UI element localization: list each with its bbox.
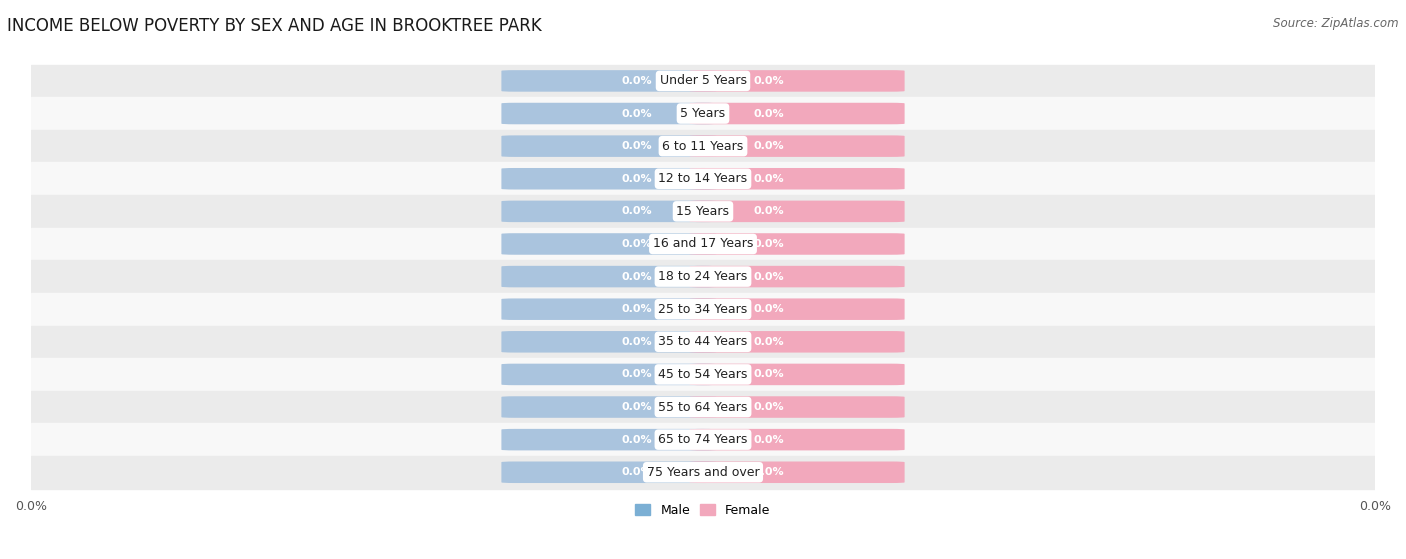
Text: 0.0%: 0.0% (754, 467, 785, 477)
Text: 0.0%: 0.0% (621, 76, 652, 86)
Legend: Male, Female: Male, Female (630, 499, 776, 522)
Text: Under 5 Years: Under 5 Years (659, 74, 747, 87)
FancyBboxPatch shape (502, 103, 717, 124)
Text: 0.0%: 0.0% (754, 337, 785, 347)
Text: 12 to 14 Years: 12 to 14 Years (658, 172, 748, 185)
Text: 0.0%: 0.0% (621, 239, 652, 249)
Text: 0.0%: 0.0% (754, 174, 785, 184)
Text: 0.0%: 0.0% (621, 174, 652, 184)
Bar (31, 423, 1375, 456)
FancyBboxPatch shape (502, 70, 717, 92)
Text: Source: ZipAtlas.com: Source: ZipAtlas.com (1274, 17, 1399, 30)
Text: 0.0%: 0.0% (621, 337, 652, 347)
FancyBboxPatch shape (502, 135, 717, 157)
FancyBboxPatch shape (502, 201, 717, 222)
Text: 0.0%: 0.0% (621, 402, 652, 412)
FancyBboxPatch shape (689, 266, 904, 287)
Text: 0.0%: 0.0% (754, 76, 785, 86)
Bar (31, 163, 1375, 195)
Bar (31, 293, 1375, 325)
Text: 0.0%: 0.0% (621, 369, 652, 380)
Text: 15 Years: 15 Years (676, 205, 730, 218)
FancyBboxPatch shape (689, 429, 904, 451)
Text: 75 Years and over: 75 Years and over (647, 466, 759, 479)
FancyBboxPatch shape (689, 135, 904, 157)
Bar (31, 195, 1375, 228)
Text: 0.0%: 0.0% (754, 402, 785, 412)
Text: 6 to 11 Years: 6 to 11 Years (662, 140, 744, 153)
FancyBboxPatch shape (689, 201, 904, 222)
Text: 0.0%: 0.0% (621, 435, 652, 444)
FancyBboxPatch shape (502, 396, 717, 418)
Text: 45 to 54 Years: 45 to 54 Years (658, 368, 748, 381)
FancyBboxPatch shape (689, 168, 904, 190)
Text: 0.0%: 0.0% (754, 272, 785, 282)
FancyBboxPatch shape (689, 103, 904, 124)
Text: 0.0%: 0.0% (621, 206, 652, 216)
Bar (31, 325, 1375, 358)
Text: 0.0%: 0.0% (754, 239, 785, 249)
Text: 0.0%: 0.0% (754, 369, 785, 380)
FancyBboxPatch shape (689, 462, 904, 483)
FancyBboxPatch shape (502, 233, 717, 255)
Text: 55 to 64 Years: 55 to 64 Years (658, 401, 748, 414)
FancyBboxPatch shape (689, 233, 904, 255)
Text: 5 Years: 5 Years (681, 107, 725, 120)
FancyBboxPatch shape (502, 462, 717, 483)
Text: 0.0%: 0.0% (621, 108, 652, 119)
Bar (31, 358, 1375, 391)
FancyBboxPatch shape (689, 331, 904, 353)
Text: 0.0%: 0.0% (754, 435, 785, 444)
Text: 0.0%: 0.0% (621, 467, 652, 477)
FancyBboxPatch shape (689, 364, 904, 385)
FancyBboxPatch shape (502, 429, 717, 451)
FancyBboxPatch shape (502, 331, 717, 353)
Bar (31, 65, 1375, 97)
Text: 0.0%: 0.0% (754, 108, 785, 119)
FancyBboxPatch shape (689, 70, 904, 92)
Text: 18 to 24 Years: 18 to 24 Years (658, 270, 748, 283)
Bar (31, 391, 1375, 423)
Text: 0.0%: 0.0% (621, 141, 652, 151)
Text: INCOME BELOW POVERTY BY SEX AND AGE IN BROOKTREE PARK: INCOME BELOW POVERTY BY SEX AND AGE IN B… (7, 17, 541, 35)
Bar (31, 456, 1375, 489)
FancyBboxPatch shape (689, 396, 904, 418)
FancyBboxPatch shape (502, 364, 717, 385)
Bar (31, 228, 1375, 260)
Text: 35 to 44 Years: 35 to 44 Years (658, 335, 748, 348)
FancyBboxPatch shape (689, 299, 904, 320)
Bar (31, 97, 1375, 130)
Text: 0.0%: 0.0% (754, 206, 785, 216)
Text: 0.0%: 0.0% (621, 304, 652, 314)
FancyBboxPatch shape (502, 168, 717, 190)
Text: 16 and 17 Years: 16 and 17 Years (652, 238, 754, 250)
Text: 0.0%: 0.0% (754, 304, 785, 314)
FancyBboxPatch shape (502, 266, 717, 287)
Text: 0.0%: 0.0% (754, 141, 785, 151)
Bar (31, 130, 1375, 163)
FancyBboxPatch shape (502, 299, 717, 320)
Text: 0.0%: 0.0% (621, 272, 652, 282)
Text: 25 to 34 Years: 25 to 34 Years (658, 303, 748, 316)
Bar (31, 260, 1375, 293)
Text: 65 to 74 Years: 65 to 74 Years (658, 433, 748, 446)
